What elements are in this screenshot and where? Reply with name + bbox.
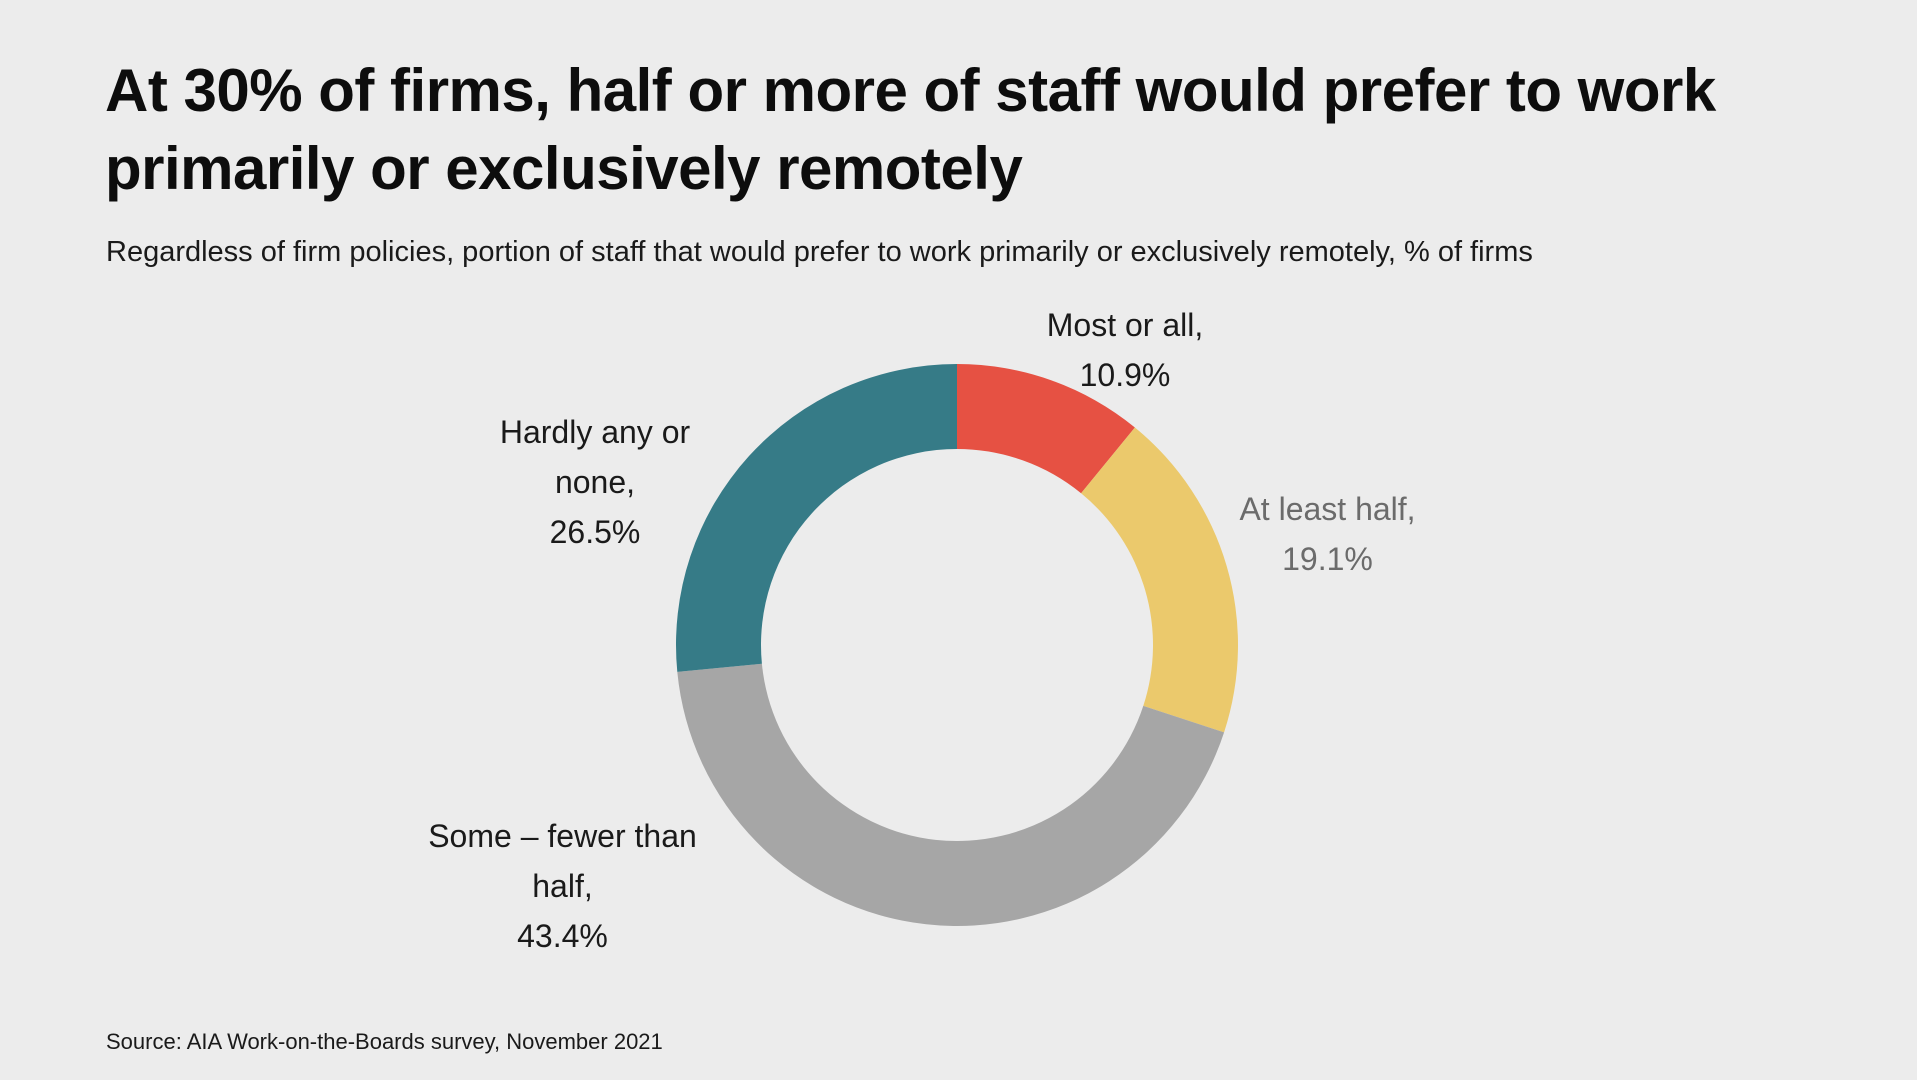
slice-value: 10.9% (1079, 357, 1171, 393)
donut-slice (676, 364, 957, 672)
chart-source: Source: AIA Work-on-the-Boards survey, N… (106, 1029, 663, 1054)
slice-label-at-least-half: At least half, 19.1% (1210, 484, 1445, 584)
slice-category: Hardly any or none, (499, 414, 691, 500)
slice-label-some-fewer-than-half: Some – fewer than half, 43.4% (400, 811, 725, 961)
chart-title: At 30% of firms, half or more of staff w… (105, 57, 1716, 202)
slice-value: 26.5% (549, 514, 641, 550)
donut-slice (957, 364, 1135, 494)
slice-label-hardly-any-or-none: Hardly any or none, 26.5% (470, 407, 720, 557)
slice-category: At least half, (1239, 491, 1416, 527)
donut-slice (677, 663, 1225, 926)
slice-value: 19.1% (1282, 541, 1373, 577)
slice-label-most-or-all: Most or all, 10.9% (1010, 300, 1240, 400)
slice-category: Most or all, (1046, 307, 1204, 343)
chart-subtitle: Regardless of firm policies, portion of … (106, 236, 1533, 268)
donut-slice (1081, 427, 1238, 733)
slice-category: Some – fewer than half, (428, 818, 697, 904)
slice-value: 43.4% (517, 918, 608, 954)
